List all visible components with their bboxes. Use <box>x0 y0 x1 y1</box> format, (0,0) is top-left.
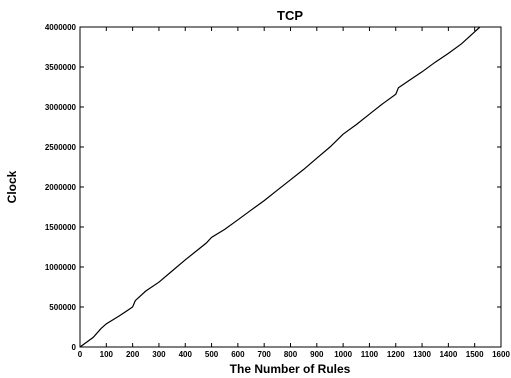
y-axis-ticks: 0 500000 1000000 1500000 2000000 2500000 30000… <box>45 23 501 352</box>
x-tick-label: 200 <box>126 350 140 359</box>
y-tick-label: 1000000 <box>45 263 77 272</box>
y-tick-label: 4000000 <box>45 23 77 32</box>
chart-title: TCP <box>277 8 303 23</box>
x-tick-label: 500 <box>205 350 219 359</box>
y-tick-label: 500000 <box>49 303 76 312</box>
x-tick-label: 1000 <box>334 350 352 359</box>
x-tick-label: 300 <box>152 350 166 359</box>
x-tick-label: 600 <box>231 350 245 359</box>
x-tick-label: 100 <box>100 350 114 359</box>
y-tick-label: 0 <box>72 343 77 352</box>
plot-area <box>79 26 502 348</box>
series-line-tcp <box>79 26 481 348</box>
y-tick-label: 2500000 <box>45 143 77 152</box>
x-tick-label: 700 <box>258 350 272 359</box>
y-tick-label: 1500000 <box>45 223 77 232</box>
y-tick-label: 3000000 <box>45 103 77 112</box>
x-tick-label: 0 <box>78 350 83 359</box>
x-tick-label: 1600 <box>492 350 510 359</box>
x-tick-label: 1500 <box>466 350 484 359</box>
x-tick-label: 800 <box>284 350 298 359</box>
x-tick-label: 400 <box>179 350 193 359</box>
y-tick-label: 2000000 <box>45 183 77 192</box>
x-tick-label: 1100 <box>361 350 379 359</box>
x-tick-label: 1400 <box>439 350 457 359</box>
x-axis-ticks: 0 100 200 300 400 500 600 700 800 900 1000 1100 1200… <box>78 27 510 359</box>
x-tick-label: 1300 <box>413 350 431 359</box>
y-axis-label: Clock <box>5 170 19 203</box>
y-tick-label: 3500000 <box>45 63 77 72</box>
x-tick-label: 1200 <box>387 350 405 359</box>
x-tick-label: 900 <box>310 350 324 359</box>
x-axis-label: The Number of Rules <box>230 362 351 376</box>
